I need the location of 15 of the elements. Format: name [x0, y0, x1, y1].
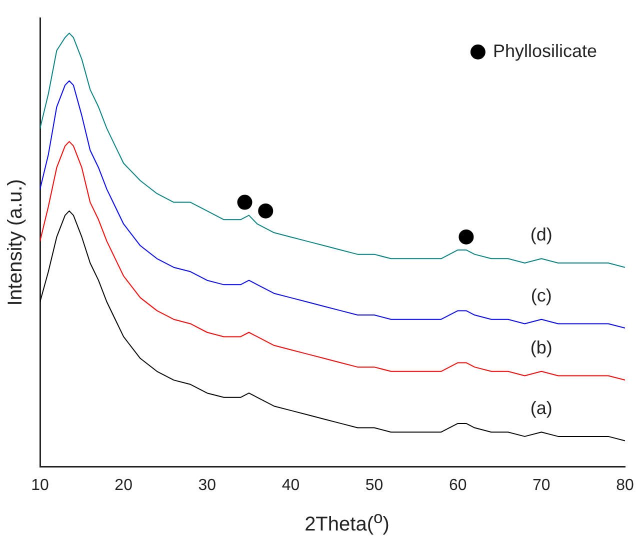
series-label: (a)	[530, 398, 552, 418]
series-label: (b)	[530, 337, 552, 358]
x-tick-label: 40	[282, 476, 300, 494]
x-tick-label: 60	[448, 476, 467, 494]
series-label: (c)	[530, 285, 552, 306]
y-axis-title: Intensity (a.u.)	[4, 179, 27, 306]
x-tick-label: 80	[616, 476, 634, 494]
x-tick-label: 30	[198, 476, 216, 494]
series-label: (d)	[530, 224, 552, 245]
x-tick-label: 10	[31, 476, 49, 494]
x-tick-label: 50	[365, 476, 384, 494]
x-axis-title: 2Theta($^{o}$)	[304, 508, 390, 537]
x-tick-label: 70	[532, 476, 550, 494]
legend-label: Phyllosilicate	[492, 40, 597, 61]
x-tick-label: 20	[114, 476, 133, 494]
